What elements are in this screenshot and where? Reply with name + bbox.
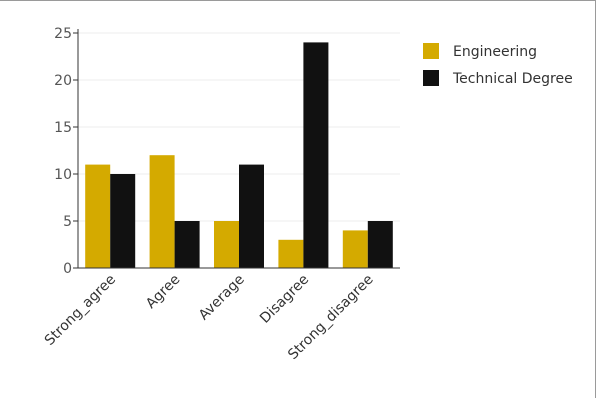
bar-technical-degree-strong_agree — [110, 174, 136, 268]
legend-swatch — [423, 70, 439, 86]
axes — [77, 29, 400, 269]
bar-technical-degree-strong_disagree — [367, 221, 393, 268]
x-axis-labels: Strong_agree Agree Average DisagreeStrong_d… — [42, 272, 377, 363]
bars — [85, 42, 393, 269]
y-tick-label: 0 — [63, 261, 72, 277]
bar-engineering-average — [214, 221, 239, 268]
y-tick-label: 20 — [54, 73, 72, 89]
legend-label: Engineering — [453, 44, 537, 60]
bar-technical-degree-agree — [174, 221, 200, 268]
y-axis-ticks: 0 5 10 15 20 25 — [54, 26, 78, 277]
y-tick-label: 25 — [54, 26, 72, 42]
y-tick-label: 5 — [63, 214, 72, 230]
x-tick-label: Disagree — [257, 272, 312, 327]
y-tick-label: 10 — [54, 167, 72, 183]
legend-label: Technical Degree — [452, 71, 573, 87]
y-tick-label: 15 — [54, 120, 72, 136]
bar-technical-degree-average — [239, 164, 264, 268]
bar-technical-degree-disagree — [303, 42, 329, 269]
x-tick-label: Agree — [143, 272, 183, 312]
bar-engineering-disagree — [278, 239, 304, 268]
bar-engineering-agree — [149, 155, 175, 268]
legend-swatch — [423, 43, 439, 59]
x-tick-label: Strong_agree — [42, 272, 119, 349]
legend: Engineering Technical Degree — [423, 43, 573, 87]
bar-engineering-strong_agree — [85, 164, 111, 268]
bar-engineering-strong_disagree — [342, 230, 368, 268]
x-tick-label: Average — [196, 272, 248, 324]
